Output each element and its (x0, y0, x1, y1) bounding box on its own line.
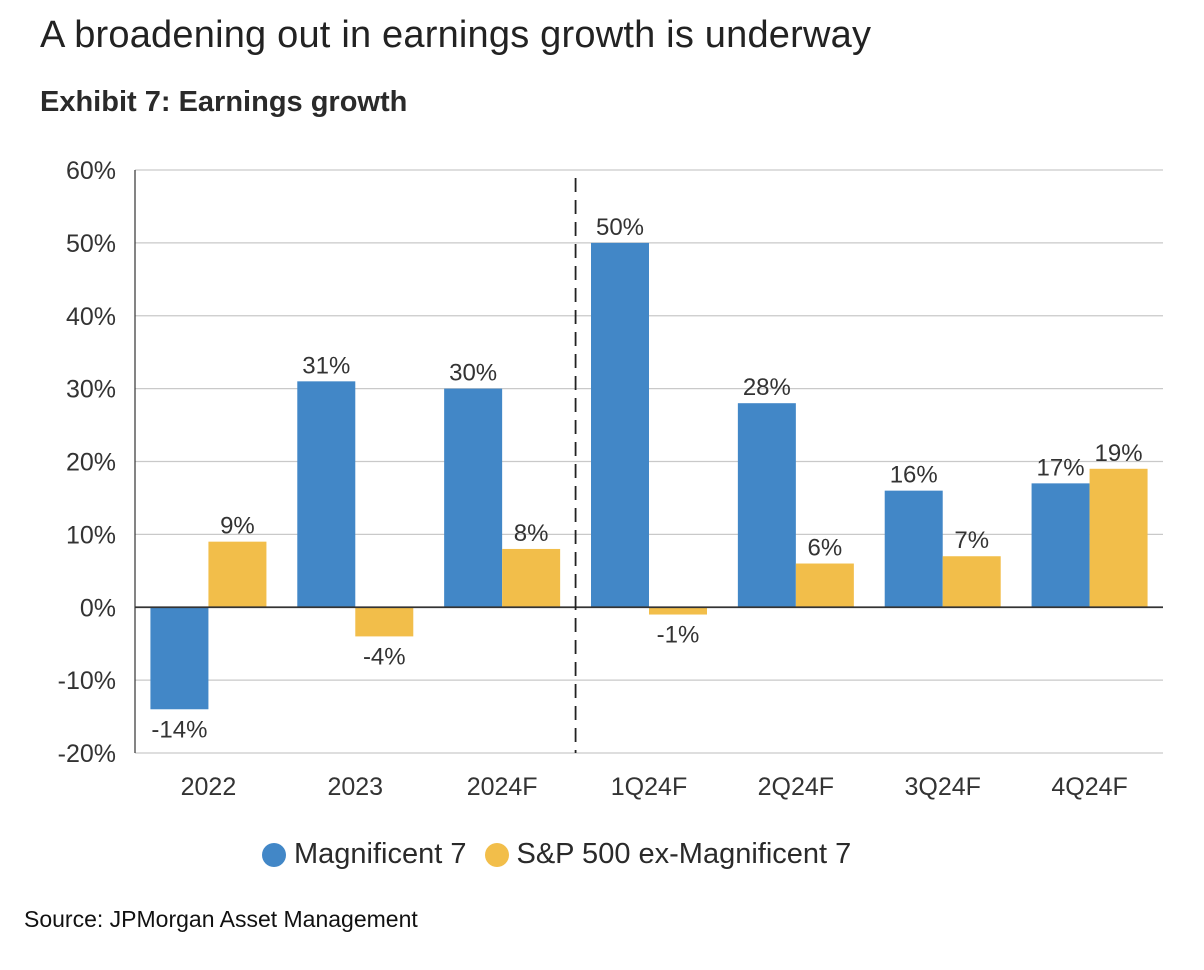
y-tick-label: 60% (66, 157, 116, 185)
data-label-s-p-500-ex-magnificent-7-2024f: 8% (514, 520, 549, 547)
data-label-magnificent-7-3q24f: 16% (890, 462, 938, 489)
bar-magnificent-7-2024f (444, 388, 503, 608)
data-label-s-p-500-ex-magnificent-7-2022: 9% (220, 513, 255, 540)
earnings-growth-chart: -20% -10% 0% 10% 20% 30% 40% 50% 60% -14% 9% 31% -4… (58, 157, 1163, 801)
y-tick-label: 50% (66, 230, 116, 258)
bar-magnificent-7-4q24f (1031, 483, 1090, 608)
x-tick-label-3q24f: 3Q24F (904, 773, 980, 801)
y-tick-label: -20% (58, 740, 116, 768)
data-label-s-p-500-ex-magnificent-7-3q24f: 7% (954, 527, 989, 554)
bar-s-p-500-ex-magnificent-7-3q24f (942, 556, 1001, 608)
x-tick-label-2023: 2023 (327, 773, 383, 801)
bar-s-p-500-ex-magnificent-7-1q24f (649, 607, 707, 615)
bar-magnificent-7-2022 (150, 607, 209, 710)
x-tick-label-2024f: 2024F (467, 773, 538, 801)
legend-swatch-sp500-ex-magnificent-7 (484, 842, 509, 867)
bar-s-p-500-ex-magnificent-7-2022 (208, 541, 267, 608)
legend-item-magnificent-7: Magnificent 7 (262, 838, 467, 871)
bar-magnificent-7-2023 (297, 381, 356, 608)
bar-magnificent-7-2q24f (737, 403, 796, 608)
data-label-magnificent-7-4q24f: 17% (1037, 454, 1085, 481)
data-label-magnificent-7-2022: -14% (151, 716, 207, 743)
x-tick-label-2022: 2022 (181, 773, 237, 801)
y-axis-ticks: -20% -10% 0% 10% 20% 30% 40% 50% 60% (58, 157, 116, 768)
bar-magnificent-7-1q24f (591, 242, 649, 608)
chart-title: A broadening out in earnings growth is u… (40, 14, 872, 56)
bar-s-p-500-ex-magnificent-7-4q24f (1089, 468, 1148, 608)
bar-magnificent-7-3q24f (884, 490, 943, 608)
legend-label-sp500-ex-magnificent-7: S&P 500 ex-Magnificent 7 (516, 838, 852, 870)
x-axis-categories: 2022 2023 2024F 1Q24F 2Q24F 3Q24F 4Q24F (181, 773, 1128, 801)
x-tick-label-2q24f: 2Q24F (758, 773, 834, 801)
source-note: Source: JPMorgan Asset Management (24, 906, 418, 932)
bars (150, 242, 1148, 710)
chart-subtitle: Exhibit 7: Earnings growth (40, 86, 408, 118)
data-label-s-p-500-ex-magnificent-7-1q24f: -1% (657, 622, 700, 649)
y-tick-label: -10% (58, 667, 116, 695)
legend-swatch-magnificent-7 (262, 842, 286, 867)
legend-item-sp500-ex-magnificent-7: S&P 500 ex-Magnificent 7 (484, 838, 852, 871)
data-label-s-p-500-ex-magnificent-7-4q24f: 19% (1095, 440, 1143, 467)
y-tick-label: 20% (66, 449, 116, 477)
data-label-magnificent-7-1q24f: 50% (596, 214, 644, 241)
data-label-magnificent-7-2024f: 30% (449, 360, 497, 387)
data-label-s-p-500-ex-magnificent-7-2023: -4% (363, 643, 406, 670)
legend: Magnificent 7 S&P 500 ex-Magnificent 7 (262, 838, 869, 871)
y-tick-label: 30% (66, 376, 116, 404)
y-tick-label: 40% (66, 303, 116, 331)
legend-label-magnificent-7: Magnificent 7 (294, 838, 467, 870)
bar-s-p-500-ex-magnificent-7-2023 (355, 607, 414, 637)
bar-s-p-500-ex-magnificent-7-2024f (502, 548, 561, 608)
bar-s-p-500-ex-magnificent-7-2q24f (795, 563, 854, 608)
x-tick-label-4q24f: 4Q24F (1051, 773, 1127, 801)
data-label-magnificent-7-2023: 31% (302, 352, 350, 379)
y-tick-label: 10% (66, 521, 116, 549)
data-labels: -14% 9% 31% -4% 30% 8% 50% -1% 28% 6% 16% 7% 17% 19% (151, 214, 1142, 743)
y-tick-label: 0% (80, 594, 116, 622)
data-label-s-p-500-ex-magnificent-7-2q24f: 6% (808, 535, 843, 562)
x-tick-label-1q24f: 1Q24F (611, 773, 687, 801)
data-label-magnificent-7-2q24f: 28% (743, 374, 791, 401)
